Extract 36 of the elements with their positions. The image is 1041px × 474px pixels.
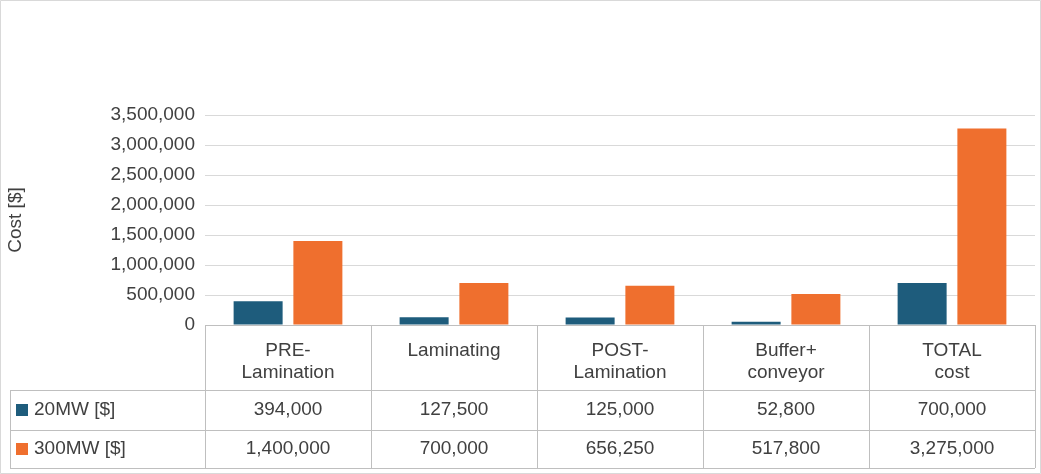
data-label: 52,800 — [756, 398, 816, 420]
data-label: 517,800 — [751, 437, 821, 459]
data-label: 394,000 — [253, 398, 323, 420]
bar — [565, 317, 615, 325]
y-tick-label: 0 — [184, 313, 195, 335]
bar — [399, 317, 449, 325]
y-tick-label: 1,500,000 — [110, 223, 195, 245]
y-tick-label: 3,500,000 — [110, 103, 195, 125]
legend-label: 20MW [$] — [34, 398, 116, 420]
bar — [293, 241, 343, 325]
data-label: 127,500 — [419, 398, 489, 420]
data-label: 1,400,000 — [245, 437, 331, 459]
legend-label: 300MW [$] — [34, 437, 126, 459]
bar — [459, 283, 509, 325]
y-tick-label: 2,500,000 — [110, 163, 195, 185]
data-label: 3,275,000 — [909, 437, 995, 459]
x-tick-label: POST-Lamination — [573, 338, 667, 383]
y-axis-title: Cost [$] — [3, 187, 25, 253]
bar — [625, 285, 675, 325]
y-tick-label: 500,000 — [126, 283, 195, 305]
data-label: 125,000 — [585, 398, 655, 420]
bar — [731, 321, 781, 325]
data-label: 700,000 — [419, 437, 489, 459]
bar — [233, 301, 283, 325]
bar — [791, 293, 841, 325]
x-tick-label: TOTAL cost — [922, 338, 982, 383]
x-tick-label: PRE-Lamination — [241, 338, 335, 383]
y-tick-label: 3,000,000 — [110, 133, 195, 155]
y-tick-label: 2,000,000 — [110, 193, 195, 215]
y-tick-label: 1,000,000 — [110, 253, 195, 275]
x-tick-label: Buffer+ conveyor — [747, 338, 826, 383]
bar — [897, 283, 947, 325]
data-label: 656,250 — [585, 437, 655, 459]
data-label: 700,000 — [917, 398, 987, 420]
bar — [957, 128, 1007, 325]
x-tick-label: Laminating — [407, 338, 501, 360]
